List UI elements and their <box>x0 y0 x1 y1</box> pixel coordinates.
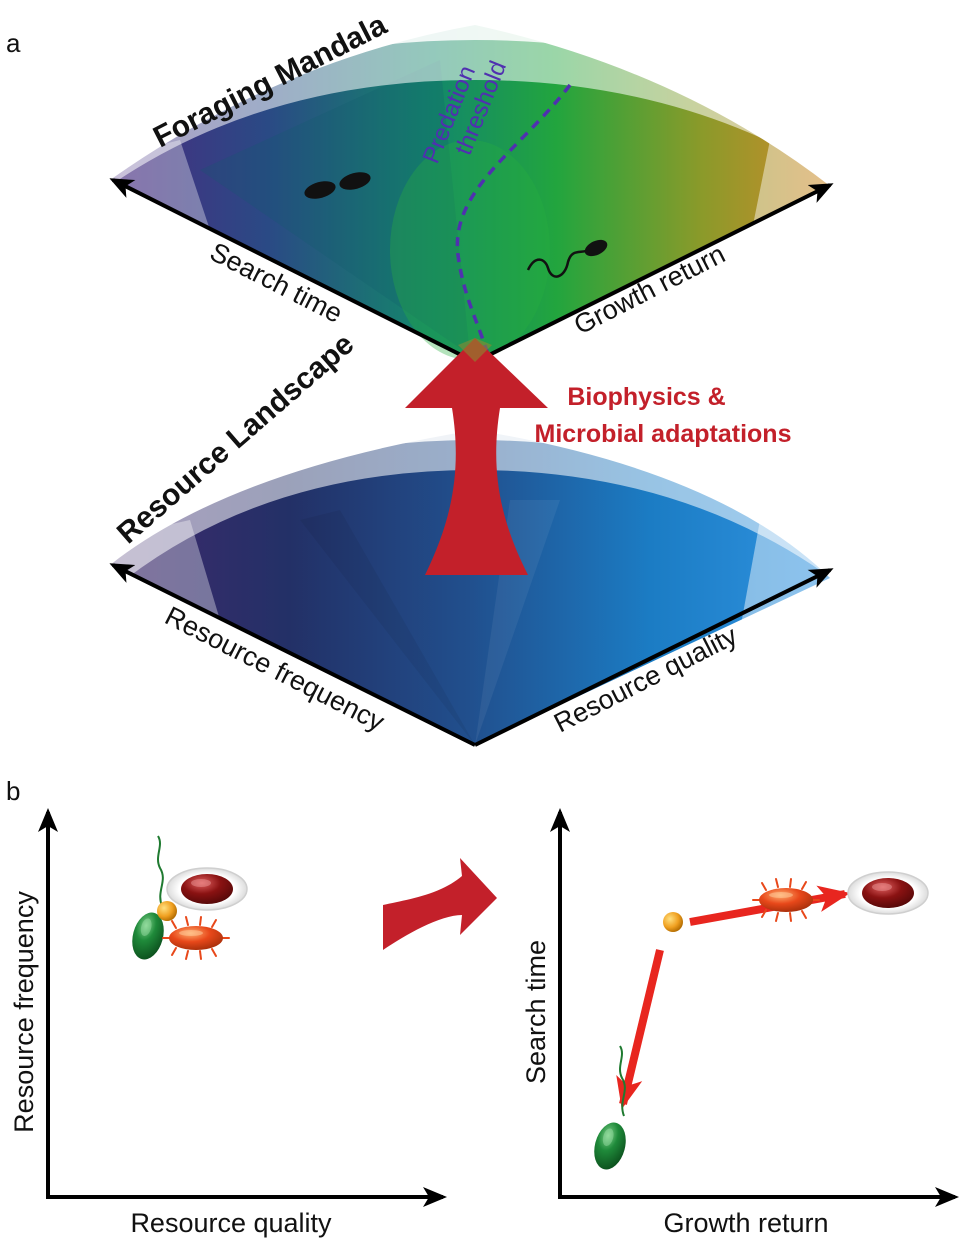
foraging-axes <box>109 178 834 364</box>
resource-landscape-plane <box>100 420 860 745</box>
search-time-axis <box>109 178 476 364</box>
black-cell-icon <box>304 172 371 199</box>
flagellated-cell-icon <box>526 239 608 278</box>
transformation-arrow <box>405 338 548 575</box>
left-plot: Resource quality Resource frequency <box>9 808 447 1238</box>
left-plot-ylabel: Resource frequency <box>9 891 39 1133</box>
panel-b-transition-arrow <box>383 858 497 950</box>
right-plot-ylabel: Search time <box>521 940 551 1084</box>
orange-spiky-cell-icon <box>162 916 230 960</box>
resource-axes <box>109 563 834 747</box>
dark-red-cell-icon <box>847 871 929 915</box>
growth-return-axis <box>474 183 834 364</box>
yellow-particle-icon <box>157 901 177 921</box>
foraging-mandala-plane <box>90 0 870 362</box>
transformation-label: Biophysics & Microbial adaptations <box>535 383 792 448</box>
resource-frequency-axis <box>109 563 476 747</box>
green-flagellated-cell-icon <box>588 1045 632 1175</box>
panel-b-letter: b <box>6 776 20 806</box>
resource-quality-axis <box>474 568 834 747</box>
left-plot-xlabel: Resource quality <box>130 1208 332 1238</box>
yellow-particle-icon <box>663 912 683 932</box>
right-plot: Growth return Search time <box>521 808 959 1238</box>
right-plot-xlabel: Growth return <box>663 1208 828 1238</box>
dark-red-cell-icon <box>166 867 248 911</box>
trajectory-arrow-to-green-cell <box>616 949 664 1110</box>
predation-threshold-line <box>455 83 572 363</box>
green-flagellated-cell-icon <box>126 835 170 965</box>
panel-a-letter: a <box>6 28 21 58</box>
orange-spiky-cell-icon <box>752 878 820 922</box>
